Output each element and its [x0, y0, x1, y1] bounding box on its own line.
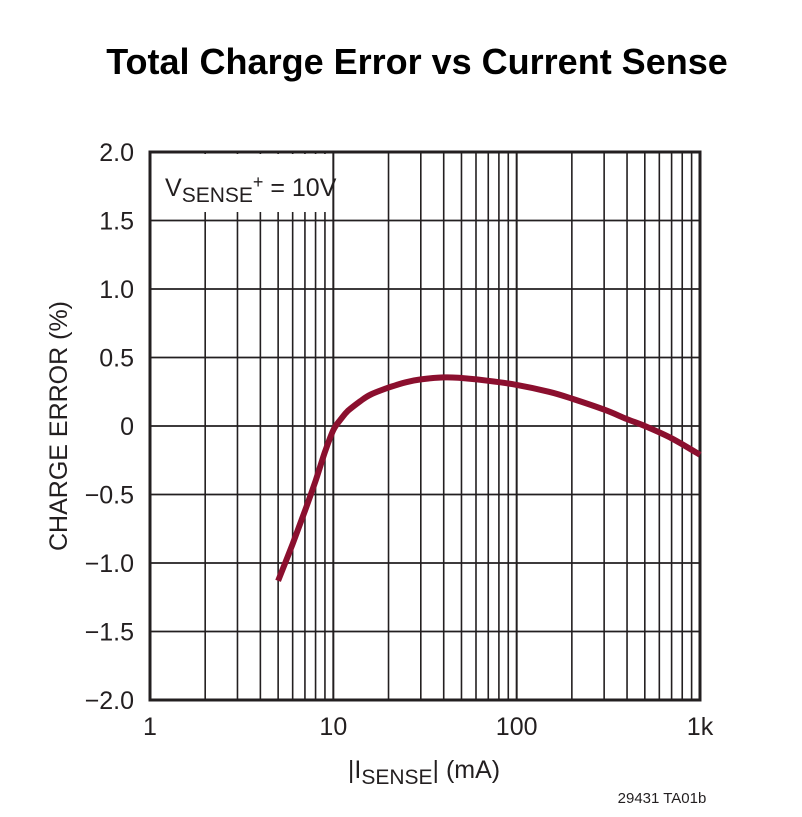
data-series-line — [275, 374, 702, 582]
x-tick-label: 1 — [143, 713, 157, 741]
x-axis-label: |ISENSE| (mA) — [348, 756, 500, 789]
chart-title: Total Charge Error vs Current Sense — [106, 41, 728, 82]
x-tick-labels: 1 10 100 1k — [143, 713, 714, 741]
annotation-box — [152, 154, 332, 212]
y-tick-label: 0.5 — [99, 345, 134, 373]
y-tick-label: 1.0 — [99, 276, 134, 304]
y-tick-label: 2.0 — [99, 139, 134, 167]
figure-footnote: 29431 TA01b — [618, 790, 707, 807]
annotation-label: VSENSE+ = 10V — [165, 172, 337, 207]
y-tick-labels: 2.0 1.5 1.0 0.5 0 −0.5 −1.0 −1.5 −2.0 — [85, 139, 134, 715]
y-tick-label: 0 — [120, 413, 134, 441]
y-tick-label: 1.5 — [99, 208, 134, 236]
x-tick-label: 10 — [319, 713, 347, 741]
x-tick-label: 1k — [687, 713, 714, 741]
x-tick-label: 100 — [496, 713, 538, 741]
y-axis-label: CHARGE ERROR (%) — [45, 301, 73, 551]
y-tick-label: −0.5 — [85, 482, 134, 510]
y-tick-label: −1.0 — [85, 550, 134, 578]
y-tick-label: −2.0 — [85, 687, 134, 715]
plot-frame — [148, 150, 702, 702]
y-tick-label: −1.5 — [85, 619, 134, 647]
grid-lines — [150, 151, 700, 701]
